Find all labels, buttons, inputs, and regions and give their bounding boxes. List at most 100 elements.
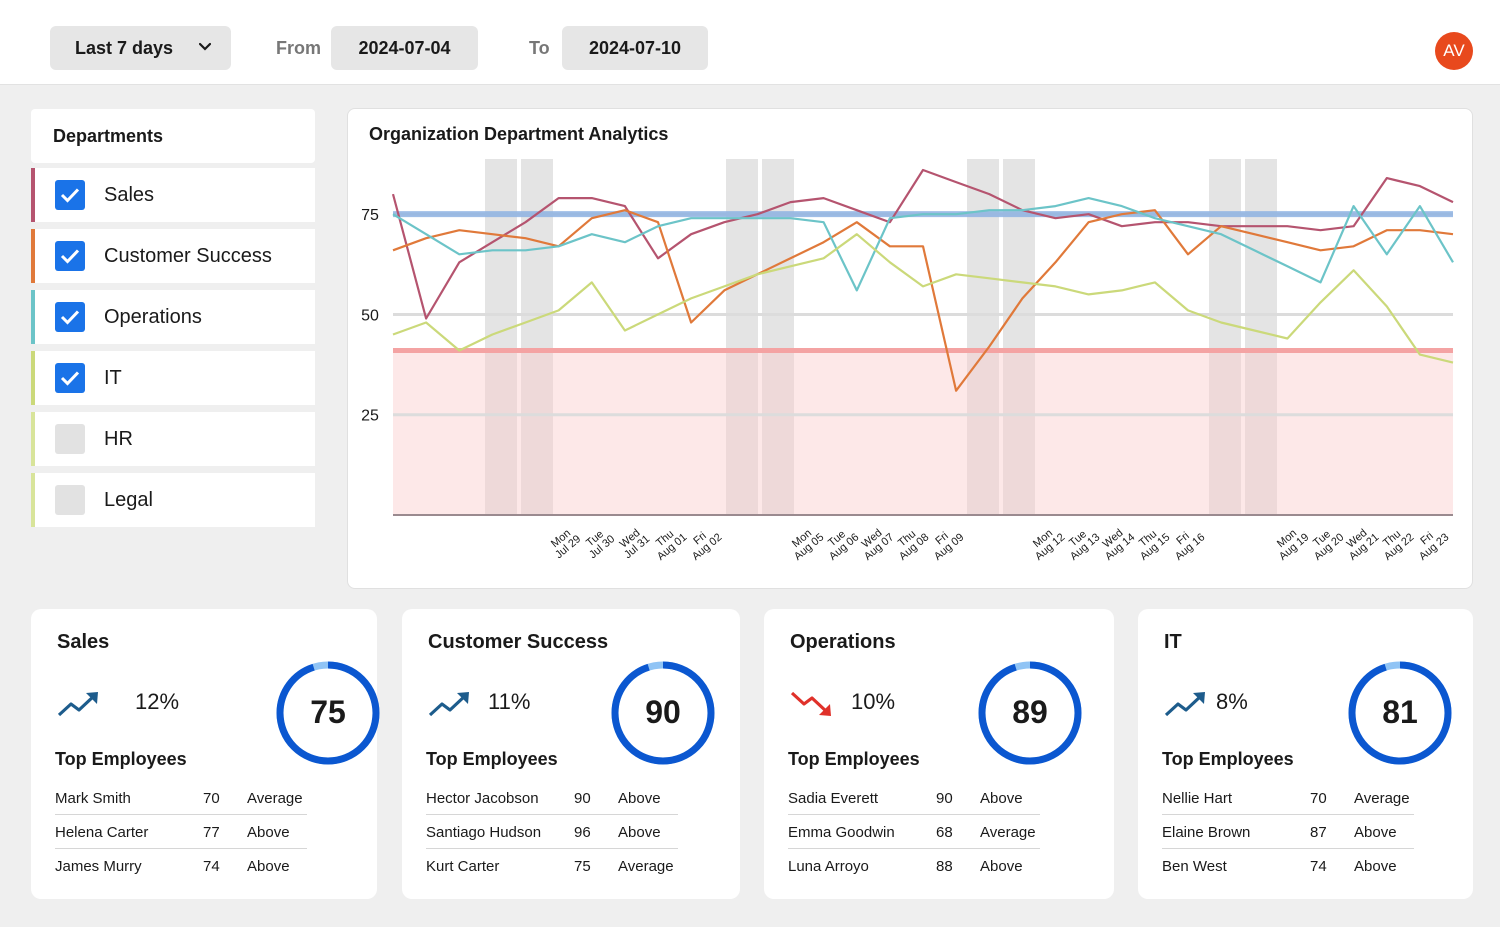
employee-score: 87 <box>1310 824 1327 841</box>
top-employees-label: Top Employees <box>426 749 558 769</box>
below-threshold-area <box>393 350 1453 515</box>
employee-name: Luna Arroyo <box>788 858 869 875</box>
series-line-3 <box>392 233 1454 364</box>
employee-rating: Average <box>980 824 1036 841</box>
department-card-it: IT 8% 81 Top Employees Nellie Hart 70 Average E… <box>1138 609 1473 899</box>
weekend-band <box>521 159 553 515</box>
employee-rating: Above <box>618 790 661 807</box>
employee-rating: Average <box>1354 790 1410 807</box>
employee-row: James Murry 74 Above <box>55 849 307 883</box>
department-card-sales: Sales 12% 75 Top Employees Mark Smith 70 Avera… <box>31 609 380 899</box>
department-item-customer-success[interactable]: Customer Success <box>31 229 315 283</box>
employee-rating: Average <box>247 790 303 807</box>
weekend-band <box>967 159 999 515</box>
department-item-hr[interactable]: HR <box>31 412 315 466</box>
department-item-legal[interactable]: Legal <box>31 473 315 527</box>
department-checkbox[interactable] <box>55 363 85 393</box>
trend-up-icon <box>1164 692 1205 717</box>
employee-row: Elaine Brown 87 Above <box>1162 815 1414 849</box>
date-range-dropdown[interactable]: Last 7 days <box>50 26 231 70</box>
trend-percent: 10% <box>851 689 896 714</box>
trend-percent: 12% <box>135 689 180 714</box>
y-tick-label: 50 <box>361 307 379 324</box>
department-checkbox[interactable] <box>55 180 85 210</box>
employee-row: Hector Jacobson 90 Above <box>426 781 678 815</box>
top-employees-label: Top Employees <box>788 749 920 769</box>
department-item-operations[interactable]: Operations <box>31 290 315 344</box>
department-label: HR <box>104 427 133 450</box>
employee-score: 74 <box>1310 858 1327 875</box>
to-date-field[interactable]: 2024-07-10 <box>562 26 708 70</box>
employee-name: Mark Smith <box>55 790 131 807</box>
department-label: Sales <box>104 183 155 206</box>
department-checkbox[interactable] <box>55 241 85 271</box>
employee-name: Elaine Brown <box>1162 824 1251 841</box>
trend-percent: 8% <box>1216 689 1248 714</box>
employee-score: 90 <box>574 790 591 807</box>
top-employees-label: Top Employees <box>55 749 187 769</box>
employee-row: Santiago Hudson 96 Above <box>426 815 678 849</box>
department-color-bar <box>31 229 35 283</box>
employee-row: Helena Carter 77 Above <box>55 815 307 849</box>
employee-rating: Above <box>980 858 1023 875</box>
employee-row: Nellie Hart 70 Average <box>1162 781 1414 815</box>
employee-name: Santiago Hudson <box>426 824 542 841</box>
weekend-band <box>1003 159 1035 515</box>
employee-name: Kurt Carter <box>426 858 500 875</box>
employee-score: 88 <box>936 858 953 875</box>
employee-name: James Murry <box>55 858 142 875</box>
check-icon <box>60 249 80 264</box>
employee-score: 90 <box>936 790 953 807</box>
department-checkbox[interactable] <box>55 485 85 515</box>
employee-row: Luna Arroyo 88 Above <box>788 849 1040 883</box>
department-item-it[interactable]: IT <box>31 351 315 405</box>
employee-rating: Above <box>1354 824 1397 841</box>
department-color-bar <box>31 168 35 222</box>
employee-name: Sadia Everett <box>788 790 879 807</box>
employee-name: Nellie Hart <box>1162 790 1233 807</box>
trend-percent: 11% <box>488 689 531 714</box>
y-tick-label: 75 <box>361 207 379 224</box>
department-checkbox[interactable] <box>55 424 85 454</box>
employee-score: 74 <box>203 858 220 875</box>
from-date-field[interactable]: 2024-07-04 <box>331 26 478 70</box>
employee-name: Helena Carter <box>55 824 149 841</box>
employee-row: Kurt Carter 75 Average <box>426 849 678 883</box>
score-gauge <box>611 661 715 765</box>
score-gauge <box>1348 661 1452 765</box>
employee-name: Ben West <box>1162 858 1227 875</box>
employee-rating: Above <box>247 824 290 841</box>
to-label: To <box>529 38 550 58</box>
employee-name: Emma Goodwin <box>788 824 895 841</box>
employee-score: 75 <box>574 858 591 875</box>
employee-rating: Average <box>618 858 674 875</box>
department-color-bar <box>31 351 35 405</box>
card-title: Customer Success <box>428 631 609 653</box>
employee-score: 96 <box>574 824 591 841</box>
department-item-sales[interactable]: Sales <box>31 168 315 222</box>
from-label: From <box>276 38 321 58</box>
department-checkbox[interactable] <box>55 302 85 332</box>
department-color-bar <box>31 473 35 527</box>
chevron-down-icon <box>199 42 211 51</box>
departments-title: Departments <box>31 109 315 163</box>
series-line-1 <box>392 209 1454 392</box>
employee-score: 68 <box>936 824 953 841</box>
employee-score: 77 <box>203 824 220 841</box>
department-color-bar <box>31 290 35 344</box>
avatar[interactable]: AV <box>1435 32 1473 70</box>
